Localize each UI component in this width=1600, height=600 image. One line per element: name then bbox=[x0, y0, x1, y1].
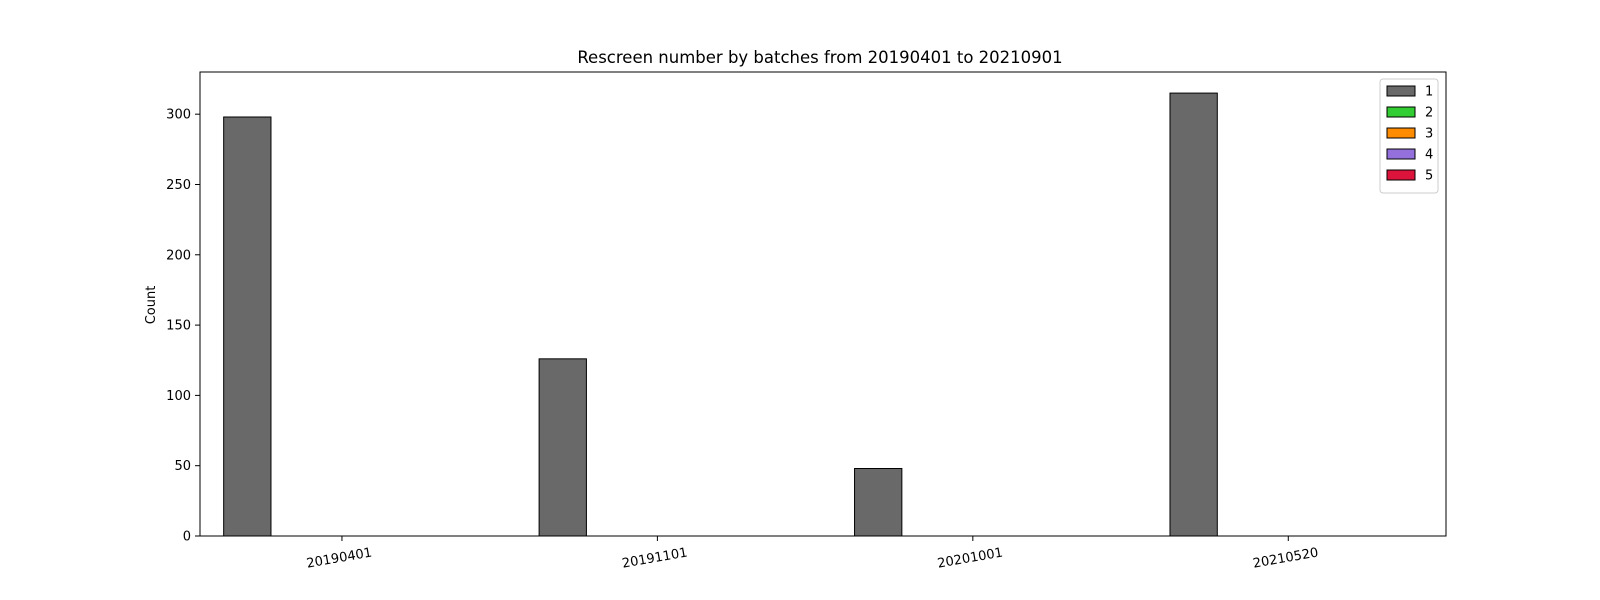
legend-label-4: 4 bbox=[1425, 148, 1433, 163]
legend-swatch-5 bbox=[1386, 169, 1416, 181]
x-tick-label: 20191101 bbox=[621, 545, 689, 571]
legend-swatch-4 bbox=[1386, 148, 1416, 160]
y-tick-label: 0 bbox=[183, 530, 191, 545]
y-tick-label: 150 bbox=[166, 319, 191, 334]
plot-frame bbox=[199, 71, 1447, 537]
bar-series-1-20191101 bbox=[538, 358, 587, 537]
legend-swatch-2 bbox=[1386, 106, 1416, 118]
bars-layer bbox=[223, 92, 1218, 537]
bar-series-1-20201001 bbox=[854, 468, 903, 537]
legend: 1 2 3 4 5 bbox=[1379, 78, 1439, 194]
y-axis-label: Count bbox=[144, 286, 159, 325]
bar-series-1-20210520 bbox=[1169, 92, 1218, 537]
legend-swatch-1 bbox=[1386, 85, 1416, 97]
chart-title: Rescreen number by batches from 20190401… bbox=[577, 48, 1062, 67]
x-axis: 20190401 20191101 20201001 20210520 bbox=[305, 536, 1320, 572]
legend-label-1: 1 bbox=[1425, 85, 1433, 100]
legend-label-5: 5 bbox=[1425, 169, 1433, 184]
y-tick-label: 100 bbox=[166, 389, 191, 404]
y-tick-label: 250 bbox=[166, 178, 191, 193]
legend-label-3: 3 bbox=[1425, 127, 1433, 142]
x-tick-label: 20201001 bbox=[936, 545, 1004, 571]
x-tick-label: 20190401 bbox=[305, 545, 373, 571]
legend-label-2: 2 bbox=[1425, 106, 1433, 121]
x-tick-label: 20210520 bbox=[1252, 545, 1320, 571]
y-tick-label: 200 bbox=[166, 248, 191, 263]
bar-series-1-20190401 bbox=[223, 116, 272, 537]
y-tick-label: 300 bbox=[166, 108, 191, 123]
y-tick-label: 50 bbox=[174, 459, 191, 474]
y-axis: 0 50 100 150 200 250 300 bbox=[166, 108, 200, 545]
legend-swatch-3 bbox=[1386, 127, 1416, 139]
